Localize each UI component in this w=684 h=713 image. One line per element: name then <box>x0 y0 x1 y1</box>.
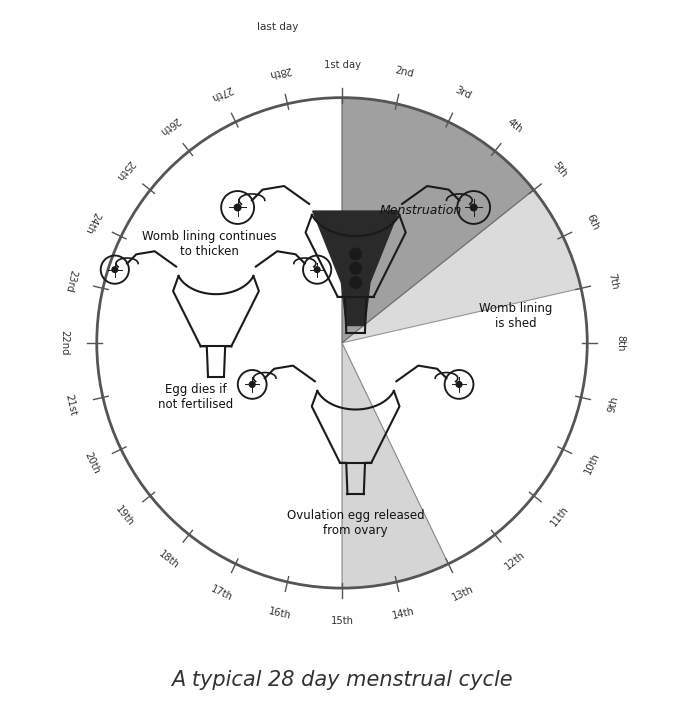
Text: Womb lining
is shed: Womb lining is shed <box>479 302 553 329</box>
Circle shape <box>350 277 361 288</box>
Text: A typical 28 day menstrual cycle: A typical 28 day menstrual cycle <box>171 670 513 690</box>
Polygon shape <box>313 211 399 326</box>
Text: 22nd: 22nd <box>59 330 69 356</box>
Text: 20th: 20th <box>82 451 101 476</box>
Text: 9th: 9th <box>606 396 620 414</box>
Text: 6th: 6th <box>584 212 601 232</box>
Text: 4th: 4th <box>505 116 525 135</box>
Text: 11th: 11th <box>548 504 570 528</box>
Text: 16th: 16th <box>268 607 293 621</box>
Text: Egg dies if
not fertilised: Egg dies if not fertilised <box>158 384 233 411</box>
Text: 12th: 12th <box>503 549 527 571</box>
Text: 18th: 18th <box>157 549 181 571</box>
Text: 8th: 8th <box>615 334 625 351</box>
Text: Ovulation egg released
from ovary: Ovulation egg released from ovary <box>287 509 425 538</box>
Text: 15th: 15th <box>330 616 354 626</box>
Text: last day: last day <box>256 22 298 32</box>
Text: 21st: 21st <box>64 393 79 416</box>
Circle shape <box>112 267 118 272</box>
Circle shape <box>471 204 477 211</box>
Circle shape <box>250 381 255 387</box>
Wedge shape <box>342 343 449 588</box>
Circle shape <box>456 381 462 387</box>
Text: 23rd: 23rd <box>64 269 79 293</box>
Text: 19th: 19th <box>114 504 136 528</box>
Text: 2nd: 2nd <box>393 65 415 79</box>
Circle shape <box>235 204 241 211</box>
Text: 7th: 7th <box>606 272 620 290</box>
Text: 3rd: 3rd <box>453 84 472 101</box>
Text: Womb lining continues
to thicken: Womb lining continues to thicken <box>142 230 276 258</box>
Wedge shape <box>342 98 534 343</box>
Text: 26th: 26th <box>157 115 181 137</box>
Text: 14th: 14th <box>391 607 416 621</box>
Text: 5th: 5th <box>550 160 568 179</box>
Text: 17th: 17th <box>209 584 234 602</box>
Circle shape <box>315 267 320 272</box>
Text: 13th: 13th <box>450 584 475 602</box>
Text: Menstruation: Menstruation <box>379 203 462 217</box>
Wedge shape <box>342 190 581 343</box>
Text: 28th: 28th <box>268 64 293 79</box>
Text: 27th: 27th <box>209 83 234 102</box>
Circle shape <box>350 248 361 260</box>
Text: 25th: 25th <box>114 158 136 182</box>
Text: 1st day: 1st day <box>324 60 360 70</box>
Text: 24th: 24th <box>82 210 101 235</box>
Circle shape <box>350 262 361 274</box>
Text: 10th: 10th <box>583 451 602 476</box>
